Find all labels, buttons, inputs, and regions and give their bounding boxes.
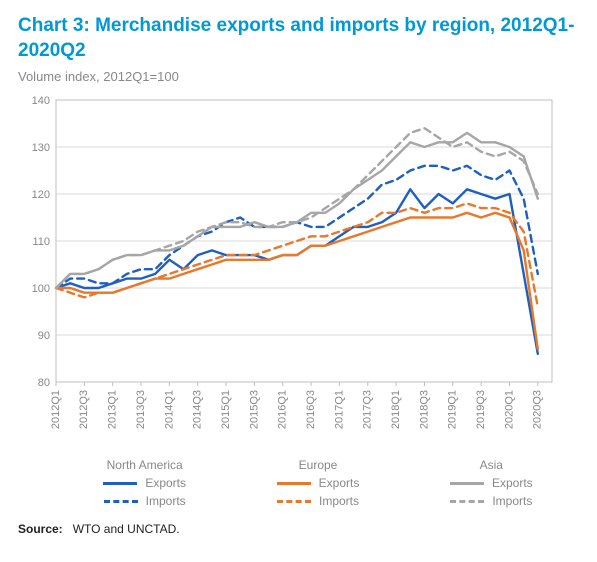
legend-swatch: [277, 482, 311, 485]
legend-col: Exports Imports: [231, 476, 404, 508]
svg-text:120: 120: [32, 189, 50, 201]
svg-text:110: 110: [32, 236, 50, 248]
legend-item: Imports: [277, 494, 359, 508]
svg-text:2017Q1: 2017Q1: [333, 390, 345, 429]
svg-text:2013Q1: 2013Q1: [107, 390, 119, 429]
legend-swatch: [450, 482, 484, 485]
legend-header: Europe: [231, 458, 404, 476]
svg-text:2015Q1: 2015Q1: [220, 390, 232, 429]
svg-text:2019Q1: 2019Q1: [447, 390, 459, 429]
legend-swatch: [103, 482, 137, 485]
legend-item: Imports: [450, 494, 532, 508]
svg-text:2012Q3: 2012Q3: [78, 390, 90, 429]
chart-source: Source: WTO and UNCTAD.: [18, 522, 579, 536]
svg-text:2019Q3: 2019Q3: [475, 390, 487, 429]
source-label: Source:: [18, 522, 63, 536]
svg-text:2020Q1: 2020Q1: [503, 390, 515, 429]
series-as_imports: [56, 129, 538, 289]
legend-item: Exports: [450, 476, 533, 490]
series-eu_exports: [56, 213, 538, 349]
legend-body: Exports Imports Exports Imports: [58, 476, 578, 508]
svg-text:2012Q1: 2012Q1: [50, 390, 62, 429]
legend-swatch: [104, 500, 138, 503]
svg-text:2020Q3: 2020Q3: [532, 390, 544, 429]
legend: North America Europe Asia Exports Import…: [58, 458, 578, 508]
source-text: WTO and UNCTAD.: [73, 522, 180, 536]
svg-text:2016Q1: 2016Q1: [277, 390, 289, 429]
svg-text:2014Q3: 2014Q3: [192, 390, 204, 429]
legend-headers: North America Europe Asia: [58, 458, 578, 476]
series-as_exports: [56, 133, 538, 288]
legend-header: Asia: [405, 458, 578, 476]
line-chart-svg: 80 90 100 110 120 130 140 2012Q1 2012Q3 2013Q1 201…: [18, 92, 558, 452]
legend-col: Exports Imports: [405, 476, 578, 508]
series-na_imports: [56, 166, 538, 288]
svg-text:100: 100: [32, 283, 50, 295]
svg-text:140: 140: [32, 95, 50, 107]
legend-label: Exports: [145, 476, 186, 490]
legend-label: Exports: [492, 476, 533, 490]
svg-text:2015Q3: 2015Q3: [248, 390, 260, 429]
svg-text:130: 130: [32, 142, 50, 154]
svg-text:80: 80: [38, 377, 50, 389]
chart-container: Chart 3: Merchandise exports and imports…: [0, 0, 597, 562]
svg-text:2018Q3: 2018Q3: [418, 390, 430, 429]
legend-label: Imports: [319, 494, 359, 508]
legend-label: Imports: [146, 494, 186, 508]
chart-subtitle: Volume index, 2012Q1=100: [18, 69, 579, 84]
legend-swatch: [450, 500, 484, 503]
legend-item: Exports: [277, 476, 360, 490]
chart-plot-area: 80 90 100 110 120 130 140 2012Q1 2012Q3 2013Q1 201…: [18, 92, 558, 452]
chart-title: Chart 3: Merchandise exports and imports…: [18, 14, 579, 63]
legend-item: Exports: [103, 476, 186, 490]
legend-swatch: [277, 500, 311, 503]
legend-item: Imports: [104, 494, 186, 508]
svg-text:90: 90: [38, 330, 50, 342]
legend-col: Exports Imports: [58, 476, 231, 508]
legend-label: Imports: [492, 494, 532, 508]
legend-header: North America: [58, 458, 231, 476]
svg-text:2014Q1: 2014Q1: [163, 390, 175, 429]
svg-text:2017Q3: 2017Q3: [362, 390, 374, 429]
svg-text:2016Q3: 2016Q3: [305, 390, 317, 429]
svg-text:2018Q1: 2018Q1: [390, 390, 402, 429]
legend-label: Exports: [319, 476, 360, 490]
svg-text:2013Q3: 2013Q3: [135, 390, 147, 429]
